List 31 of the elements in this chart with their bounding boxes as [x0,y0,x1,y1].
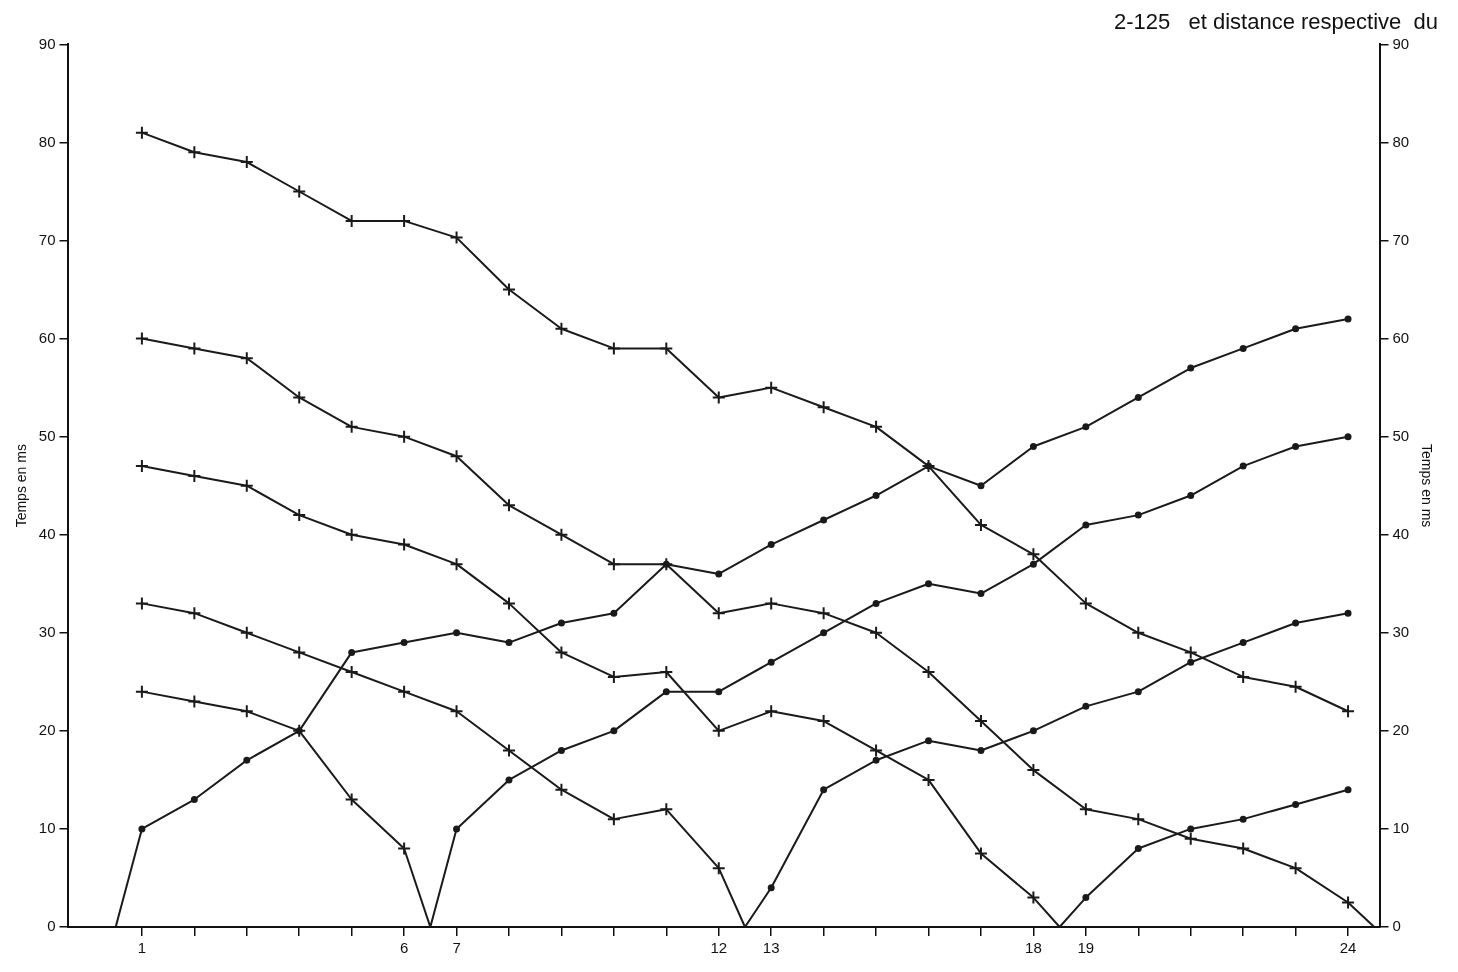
x-tick-label: 24 [1339,939,1357,957]
y-tick-label: 10 [38,819,56,837]
x-tick-label: 19 [1077,939,1095,957]
y-tick-label: 40 [38,524,56,542]
y-axis-title: Temps en ms [13,444,30,528]
y-tick-label: 30 [38,622,56,640]
chart-title: 2-125 et distance respective du [1113,9,1438,35]
y-tick-label: 0 [47,917,56,935]
x-tick-label: 1 [137,939,147,957]
x-tick-label: 7 [452,939,461,957]
x-tick-label: 13 [762,939,780,957]
y-tick-label: 60 [38,328,56,346]
y2-tick-label: 60 [1392,328,1410,346]
y-tick-label: 90 [38,34,56,52]
y2-tick-label: 30 [1392,622,1410,640]
x-tick-label: 6 [399,939,409,957]
y2-tick-label: 40 [1392,524,1410,542]
y-tick-label: 80 [38,132,56,150]
y2-tick-label: 10 [1392,819,1410,837]
y2-tick-label: 90 [1392,34,1410,52]
y-tick-label: 50 [38,426,56,444]
y2-tick-label: 20 [1392,721,1410,739]
y-tick-label: 20 [38,721,56,739]
y-tick-label: 70 [38,230,56,248]
x-tick-label: 12 [710,939,728,957]
x-tick-label: 18 [1025,939,1042,957]
y2-tick-label: 50 [1392,426,1410,444]
y2-tick-label: 80 [1392,132,1410,150]
y2-axis-title: Temps en ms [1418,444,1435,528]
y2-tick-label: 70 [1392,230,1410,248]
y2-tick-label: 0 [1392,917,1401,935]
